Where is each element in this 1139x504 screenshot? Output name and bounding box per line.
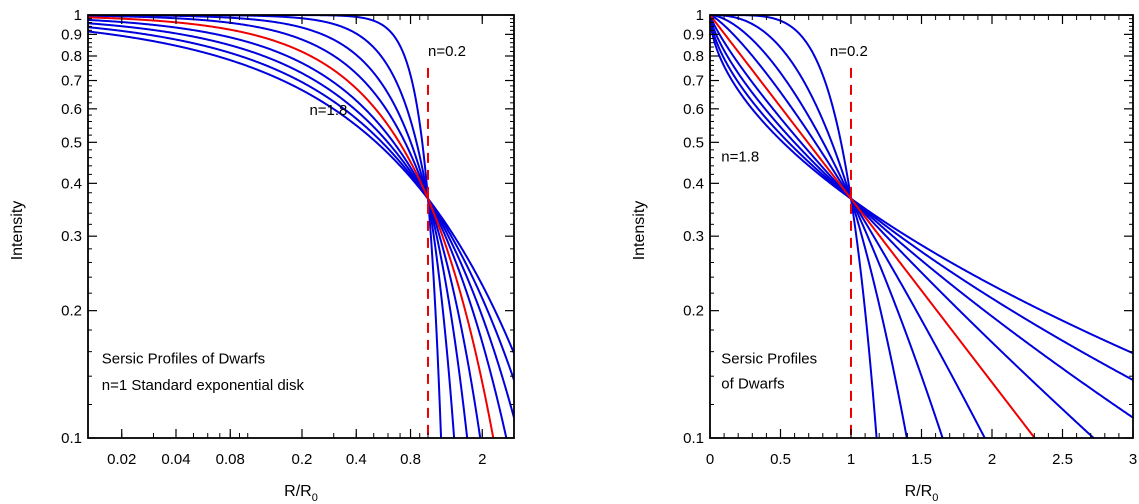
panel2-y-tick-label: 0.4: [683, 175, 704, 192]
panel2-y-tick-label: 0.6: [683, 101, 704, 118]
panel1-y-tick-label: 0.1: [61, 430, 82, 447]
panel1-y-tick-label: 0.4: [61, 175, 82, 192]
panel2-x-tick-label: 1: [847, 451, 855, 468]
panel2-y-tick-label: 0.5: [683, 134, 704, 151]
panel1-x-axis-title-sub: 0: [312, 492, 318, 504]
panel1-x-tick-label: 0.2: [292, 451, 313, 468]
panel1-y-tick-label: 0.5: [61, 134, 82, 151]
panel1-x-tick-label: 2: [478, 451, 486, 468]
panel2-y-tick-label: 0.9: [683, 26, 704, 43]
panel2-y-tick-label: 1: [696, 7, 704, 24]
panel2-y-tick-label: 0.8: [683, 48, 704, 65]
panel2-y-tick-label: 0.3: [683, 228, 704, 245]
panel2-annotation: Sersic Profiles: [721, 351, 817, 368]
panel2-annotation: n=1.8: [721, 149, 759, 166]
panel1-curve-n-1_4: [88, 22, 514, 418]
panel1-annotation: Sersic Profiles of Dwarfs: [102, 351, 265, 368]
panel2-curve-n-1_4: [710, 18, 1133, 419]
panel1-x-tick-label: 0.08: [216, 451, 245, 468]
panel2-x-tick-label: 2.5: [1052, 451, 1073, 468]
panel2-x-tick-label: 3: [1129, 451, 1137, 468]
panel1-curve-n-1_8: [88, 30, 514, 354]
panel1-x-axis-title-main: R/R: [284, 483, 312, 500]
panel1-x-axis-title: R/R0: [284, 483, 318, 504]
panel2-curve-n-1_6: [710, 21, 1133, 381]
panel2-curve-n-1_8: [710, 24, 1133, 355]
panel2-annotation: of Dwarfs: [721, 375, 784, 392]
panel2-curve-n-1: [710, 15, 1036, 438]
chart-panel-1: 0.1 0.2 0.3 0.4 0.5 0.6 0.7 0.8 0.9 1 0.02 0.04 0.08…: [9, 7, 515, 504]
panel1-x-tick-label: 0.04: [161, 451, 190, 468]
panel2-y-axis-title: Intensity: [631, 201, 648, 261]
panel2-x-tick-label: 0.5: [770, 451, 791, 468]
panel1-y-tick-label: 1: [74, 7, 82, 24]
panel1-y-tick-label: 0.8: [61, 48, 82, 65]
panel1-annotation: n=0.2: [428, 43, 466, 60]
panel2-x-axis-title-sub: 0: [932, 492, 938, 504]
panel1-y-tick-label: 0.9: [61, 26, 82, 43]
panel1-annotation: n=1 Standard exponential disk: [102, 377, 305, 394]
panel1-curve-n-1_2: [88, 18, 508, 438]
panel2-x-tick-label: 0: [706, 451, 714, 468]
panel1-curves: [88, 15, 514, 438]
panel2-x-tick-label: 2: [988, 451, 996, 468]
panel2-x-axis-title-main: R/R: [905, 483, 933, 500]
panel2-y-tick-label: 0.1: [683, 430, 704, 447]
panel2-curve-n-0_6: [710, 15, 944, 438]
panel2-curves: [710, 15, 1133, 438]
panel2-x-tick-label: 1.5: [911, 451, 932, 468]
chart-panel-2: 0.1 0.2 0.3 0.4 0.5 0.6 0.7 0.8 0.9 1 0 0.5 1 1.5 2 2.5…: [631, 7, 1137, 504]
panel1-y-axis-title: Intensity: [9, 201, 26, 261]
panel1-y-tick-label: 0.2: [61, 303, 82, 320]
panel2-y-tick-label: 0.7: [683, 73, 704, 90]
panel1-y-tick-label: 0.7: [61, 73, 82, 90]
panel1-curve-n-1: [88, 16, 495, 438]
panel1-x-tick-label: 0.4: [346, 451, 367, 468]
panel2-y-tick-label: 0.2: [683, 303, 704, 320]
panel2-curve-n-0_4: [710, 15, 908, 438]
panel2-curve-n-1_2: [710, 16, 1096, 438]
panel2-x-axis-title: R/R0: [905, 483, 939, 504]
panel1-y-tick-label: 0.3: [61, 228, 82, 245]
panel1-annotation: n=1.8: [309, 102, 347, 119]
panel1-y-tick-label: 0.6: [61, 101, 82, 118]
panel1-frame: [87, 14, 515, 439]
panel1-curve-n-1_6: [88, 26, 514, 381]
panel2-annotation: n=0.2: [830, 43, 868, 60]
panel1-x-tick-label: 0.02: [107, 451, 136, 468]
panel1-x-tick-label: 0.8: [400, 451, 421, 468]
